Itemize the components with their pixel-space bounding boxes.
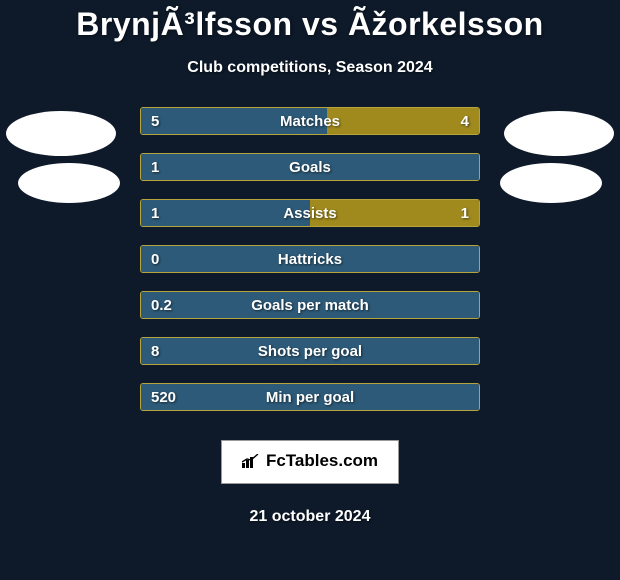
page-subtitle: Club competitions, Season 2024 [0, 59, 620, 77]
comparison-infographic: BrynjÃ³lfsson vs Ãžorkelsson Club compet… [0, 0, 620, 580]
chart-icon [242, 453, 260, 473]
page-title: BrynjÃ³lfsson vs Ãžorkelsson [0, 0, 620, 43]
player2-team-badge [500, 163, 602, 203]
bar-right [310, 200, 479, 226]
stat-bars: Matches54Goals1Assists11Hattricks0Goals … [140, 107, 480, 429]
stat-value-left: 5 [151, 108, 159, 135]
player2-avatar [504, 111, 614, 156]
stat-value-left: 0 [151, 246, 159, 273]
footer: FcTables.com 21 october 2024 [0, 440, 620, 526]
brand-text: FcTables.com [266, 451, 378, 470]
stat-row: Hattricks0 [140, 245, 480, 273]
stat-row: Goals1 [140, 153, 480, 181]
stat-row: Goals per match0.2 [140, 291, 480, 319]
date-label: 21 october 2024 [0, 508, 620, 526]
bar-left [141, 384, 479, 410]
bar-right [327, 108, 479, 134]
player1-avatar [6, 111, 116, 156]
bar-left [141, 292, 479, 318]
stat-value-right: 4 [461, 108, 469, 135]
brand-box: FcTables.com [221, 440, 399, 484]
stat-row: Min per goal520 [140, 383, 480, 411]
stat-value-left: 1 [151, 200, 159, 227]
bar-left [141, 200, 310, 226]
player1-team-badge [18, 163, 120, 203]
stat-row: Shots per goal8 [140, 337, 480, 365]
stat-row: Assists11 [140, 199, 480, 227]
bar-left [141, 154, 479, 180]
stat-value-right: 1 [461, 200, 469, 227]
bar-left [141, 246, 479, 272]
stat-value-left: 1 [151, 154, 159, 181]
stat-value-left: 520 [151, 384, 176, 411]
stat-row: Matches54 [140, 107, 480, 135]
bar-left [141, 108, 327, 134]
bar-left [141, 338, 479, 364]
stat-value-left: 8 [151, 338, 159, 365]
stat-value-left: 0.2 [151, 292, 172, 319]
